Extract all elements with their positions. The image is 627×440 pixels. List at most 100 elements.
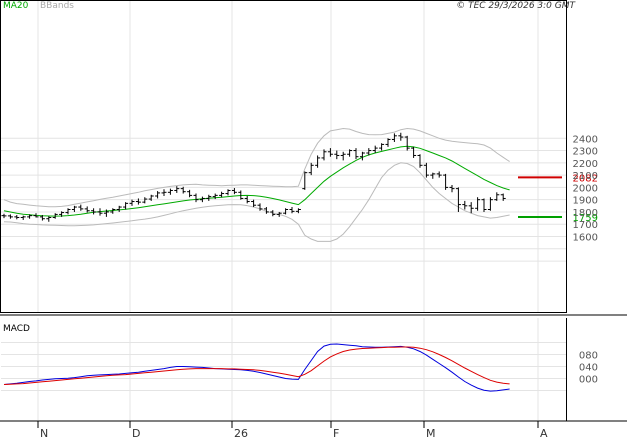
x-tick-label: 26 <box>234 427 248 440</box>
price-tick-label: 2100 <box>573 171 598 182</box>
macd-tick-label: 000 <box>579 375 598 386</box>
ohlc-bar <box>135 198 141 205</box>
ohlc-bar <box>398 132 404 141</box>
ohlc-bar <box>174 186 180 193</box>
price-tick-label: 1700 <box>573 220 598 231</box>
ohlc-bar <box>334 150 340 160</box>
ohlc-bar <box>430 172 436 179</box>
ohlc-bar <box>366 148 372 156</box>
y-axis-labels: 1600170018001900200021002200230024000800… <box>573 134 598 385</box>
ohlc-bar <box>379 143 385 151</box>
price-tick-label: 1600 <box>573 233 598 244</box>
copyright-text: © TEC 29/3/2026 3:0 GMT <box>456 1 576 11</box>
ohlc-bar <box>289 207 295 214</box>
ohlc-bar <box>449 184 455 193</box>
ohlc-bar <box>14 215 20 220</box>
ohlc-bar <box>65 208 71 215</box>
x-tick-label: D <box>132 427 140 440</box>
x-tick-label: M <box>426 427 436 440</box>
ohlc-bar <box>436 171 442 178</box>
x-axis-labels: N D 26 F M A <box>37 421 548 440</box>
macd-tick-label: 040 <box>579 363 598 374</box>
ohlc-bar <box>199 196 205 203</box>
ohlc-bar <box>462 200 468 210</box>
ohlc-bar <box>404 135 410 151</box>
bbands-series <box>3 127 510 242</box>
ohlc-bar <box>302 171 308 190</box>
ohlc-bar <box>347 149 353 157</box>
ohlc-bar <box>71 205 77 212</box>
ohlc-bar <box>167 188 173 195</box>
ohlc-bar <box>283 208 289 215</box>
ohlc-bar <box>295 208 301 214</box>
x-tick-label: N <box>40 427 48 440</box>
price-tick-label: 2400 <box>573 134 598 145</box>
ohlc-bar <box>148 194 154 201</box>
bband-upper-line <box>3 127 510 208</box>
ohlc-bar <box>33 213 39 218</box>
ohlc-bar <box>244 195 250 204</box>
ohlc-bar <box>116 205 122 212</box>
ohlc-bar <box>391 133 397 142</box>
ohlc-bar <box>353 148 359 160</box>
ohlc-bar <box>206 194 212 201</box>
ohlc-bar <box>212 193 218 200</box>
ohlc-bar <box>110 208 116 214</box>
ohlc-bar <box>359 151 365 161</box>
level-label: 2082 <box>573 173 598 184</box>
ohlc-bar <box>39 215 45 221</box>
ohlc-bar <box>308 162 314 176</box>
ohlc-bar <box>187 189 193 198</box>
ohlc-bar <box>225 189 231 196</box>
ohlc-bar <box>263 207 269 214</box>
ma20-line <box>3 145 510 217</box>
macd-line <box>3 343 510 392</box>
legend-ma20: MA20 <box>3 1 29 11</box>
ohlc-bar <box>46 216 52 222</box>
ohlc-bar <box>123 202 129 210</box>
ohlc-bar <box>91 208 97 215</box>
macd-lines <box>3 343 510 392</box>
price-tick-label: 2300 <box>573 147 598 158</box>
price-bars <box>1 132 506 222</box>
ohlc-bar <box>238 190 244 200</box>
x-tick-label: A <box>540 427 548 440</box>
ohlc-bar <box>372 145 378 154</box>
ohlc-bar <box>1 213 7 219</box>
ohlc-bar <box>129 199 135 206</box>
ohlc-bar <box>155 191 161 199</box>
ohlc-bar <box>500 193 506 201</box>
ohlc-bar <box>385 138 391 147</box>
ohlc-bar <box>487 197 493 211</box>
ohlc-bar <box>475 197 481 211</box>
ohlc-bar <box>52 213 58 219</box>
ohlc-bar <box>20 215 26 220</box>
ohlc-bar <box>231 188 237 195</box>
price-panel-frame <box>0 0 567 313</box>
ohlc-bar <box>321 149 327 161</box>
ohlc-bar <box>84 206 90 213</box>
ohlc-bar <box>481 198 487 212</box>
ohlc-bar <box>180 186 186 194</box>
ohlc-bar <box>468 202 474 214</box>
level-label: 1759 <box>573 213 598 224</box>
x-tick-label: F <box>333 427 339 440</box>
ohlc-bar <box>257 203 263 211</box>
ohlc-bar <box>340 151 346 161</box>
ohlc-bar <box>315 155 321 168</box>
ohlc-bar <box>251 199 257 208</box>
ohlc-bar <box>27 214 33 219</box>
price-tick-label: 1800 <box>573 208 598 219</box>
ohlc-bar <box>59 211 65 217</box>
price-tick-label: 2200 <box>573 159 598 170</box>
macd-title: MACD <box>3 324 30 334</box>
ohlc-bar <box>443 173 449 190</box>
ohlc-bar <box>219 191 225 198</box>
macd-grid <box>1 318 566 420</box>
ohlc-bar <box>327 148 333 157</box>
price-levels: 2082 1759 <box>518 173 598 224</box>
ohlc-bar <box>270 210 276 217</box>
ohlc-bar <box>7 214 13 219</box>
legend-bbands: BBands <box>40 1 74 11</box>
